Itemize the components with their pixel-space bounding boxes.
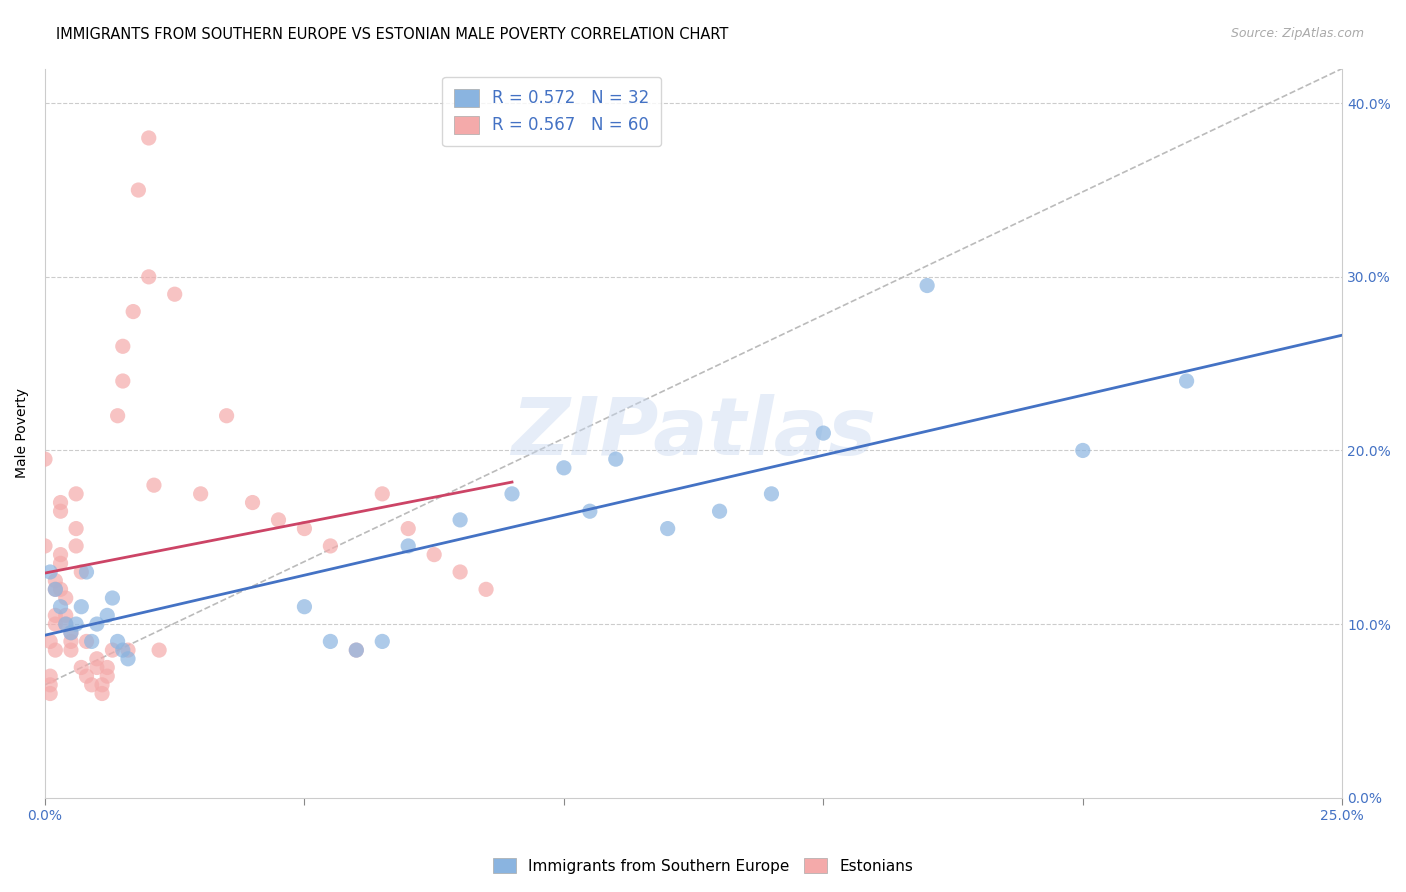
Point bbox=[319, 539, 342, 553]
Point bbox=[761, 487, 783, 501]
Point bbox=[39, 686, 62, 700]
Point bbox=[70, 599, 93, 614]
Point bbox=[107, 409, 129, 423]
Point bbox=[49, 495, 72, 509]
Point bbox=[1175, 374, 1198, 388]
Point bbox=[80, 678, 103, 692]
Point bbox=[371, 634, 394, 648]
Point bbox=[55, 591, 77, 605]
Point bbox=[294, 599, 316, 614]
Point bbox=[449, 565, 471, 579]
Point bbox=[117, 643, 139, 657]
Point bbox=[163, 287, 186, 301]
Point bbox=[44, 582, 66, 597]
Point bbox=[49, 582, 72, 597]
Point bbox=[91, 678, 114, 692]
Point bbox=[59, 634, 82, 648]
Legend: Immigrants from Southern Europe, Estonians: Immigrants from Southern Europe, Estonia… bbox=[486, 852, 920, 880]
Point bbox=[915, 278, 938, 293]
Point bbox=[96, 660, 118, 674]
Point bbox=[101, 591, 124, 605]
Point bbox=[267, 513, 290, 527]
Point bbox=[49, 504, 72, 518]
Point bbox=[122, 304, 145, 318]
Point bbox=[70, 660, 93, 674]
Point bbox=[55, 617, 77, 632]
Point bbox=[657, 522, 679, 536]
Point bbox=[44, 608, 66, 623]
Point bbox=[39, 669, 62, 683]
Point bbox=[49, 599, 72, 614]
Point bbox=[449, 513, 471, 527]
Point bbox=[44, 617, 66, 632]
Point bbox=[65, 539, 87, 553]
Point bbox=[86, 617, 108, 632]
Point bbox=[49, 548, 72, 562]
Text: ZIPatlas: ZIPatlas bbox=[512, 394, 876, 472]
Point bbox=[65, 487, 87, 501]
Point bbox=[111, 643, 134, 657]
Point bbox=[107, 634, 129, 648]
Point bbox=[371, 487, 394, 501]
Point bbox=[59, 643, 82, 657]
Point bbox=[44, 643, 66, 657]
Point bbox=[55, 608, 77, 623]
Point bbox=[91, 686, 114, 700]
Legend: R = 0.572   N = 32, R = 0.567   N = 60: R = 0.572 N = 32, R = 0.567 N = 60 bbox=[443, 77, 661, 146]
Point bbox=[76, 634, 98, 648]
Point bbox=[553, 460, 575, 475]
Point bbox=[76, 669, 98, 683]
Point bbox=[96, 669, 118, 683]
Point bbox=[294, 522, 316, 536]
Point bbox=[127, 183, 149, 197]
Point bbox=[813, 426, 835, 441]
Point bbox=[148, 643, 170, 657]
Point bbox=[34, 539, 56, 553]
Point bbox=[65, 617, 87, 632]
Point bbox=[111, 374, 134, 388]
Point bbox=[117, 652, 139, 666]
Point bbox=[44, 574, 66, 588]
Point bbox=[55, 617, 77, 632]
Point bbox=[86, 660, 108, 674]
Point bbox=[319, 634, 342, 648]
Point bbox=[59, 625, 82, 640]
Point bbox=[76, 565, 98, 579]
Point bbox=[605, 452, 627, 467]
Point bbox=[39, 565, 62, 579]
Point bbox=[39, 634, 62, 648]
Point bbox=[44, 582, 66, 597]
Point bbox=[101, 643, 124, 657]
Point bbox=[423, 548, 446, 562]
Point bbox=[39, 678, 62, 692]
Text: IMMIGRANTS FROM SOUTHERN EUROPE VS ESTONIAN MALE POVERTY CORRELATION CHART: IMMIGRANTS FROM SOUTHERN EUROPE VS ESTON… bbox=[56, 27, 728, 42]
Point bbox=[579, 504, 602, 518]
Point bbox=[49, 557, 72, 571]
Point bbox=[96, 608, 118, 623]
Point bbox=[138, 269, 160, 284]
Point bbox=[34, 452, 56, 467]
Point bbox=[142, 478, 165, 492]
Point bbox=[475, 582, 498, 597]
Point bbox=[138, 131, 160, 145]
Point bbox=[59, 625, 82, 640]
Point bbox=[242, 495, 264, 509]
Point bbox=[1071, 443, 1094, 458]
Point bbox=[709, 504, 731, 518]
Point bbox=[215, 409, 238, 423]
Point bbox=[396, 539, 419, 553]
Point bbox=[190, 487, 212, 501]
Point bbox=[86, 652, 108, 666]
Text: Source: ZipAtlas.com: Source: ZipAtlas.com bbox=[1230, 27, 1364, 40]
Point bbox=[344, 643, 367, 657]
Point bbox=[70, 565, 93, 579]
Y-axis label: Male Poverty: Male Poverty bbox=[15, 388, 30, 478]
Point bbox=[111, 339, 134, 353]
Point bbox=[501, 487, 523, 501]
Point bbox=[80, 634, 103, 648]
Point bbox=[396, 522, 419, 536]
Point bbox=[65, 522, 87, 536]
Point bbox=[344, 643, 367, 657]
